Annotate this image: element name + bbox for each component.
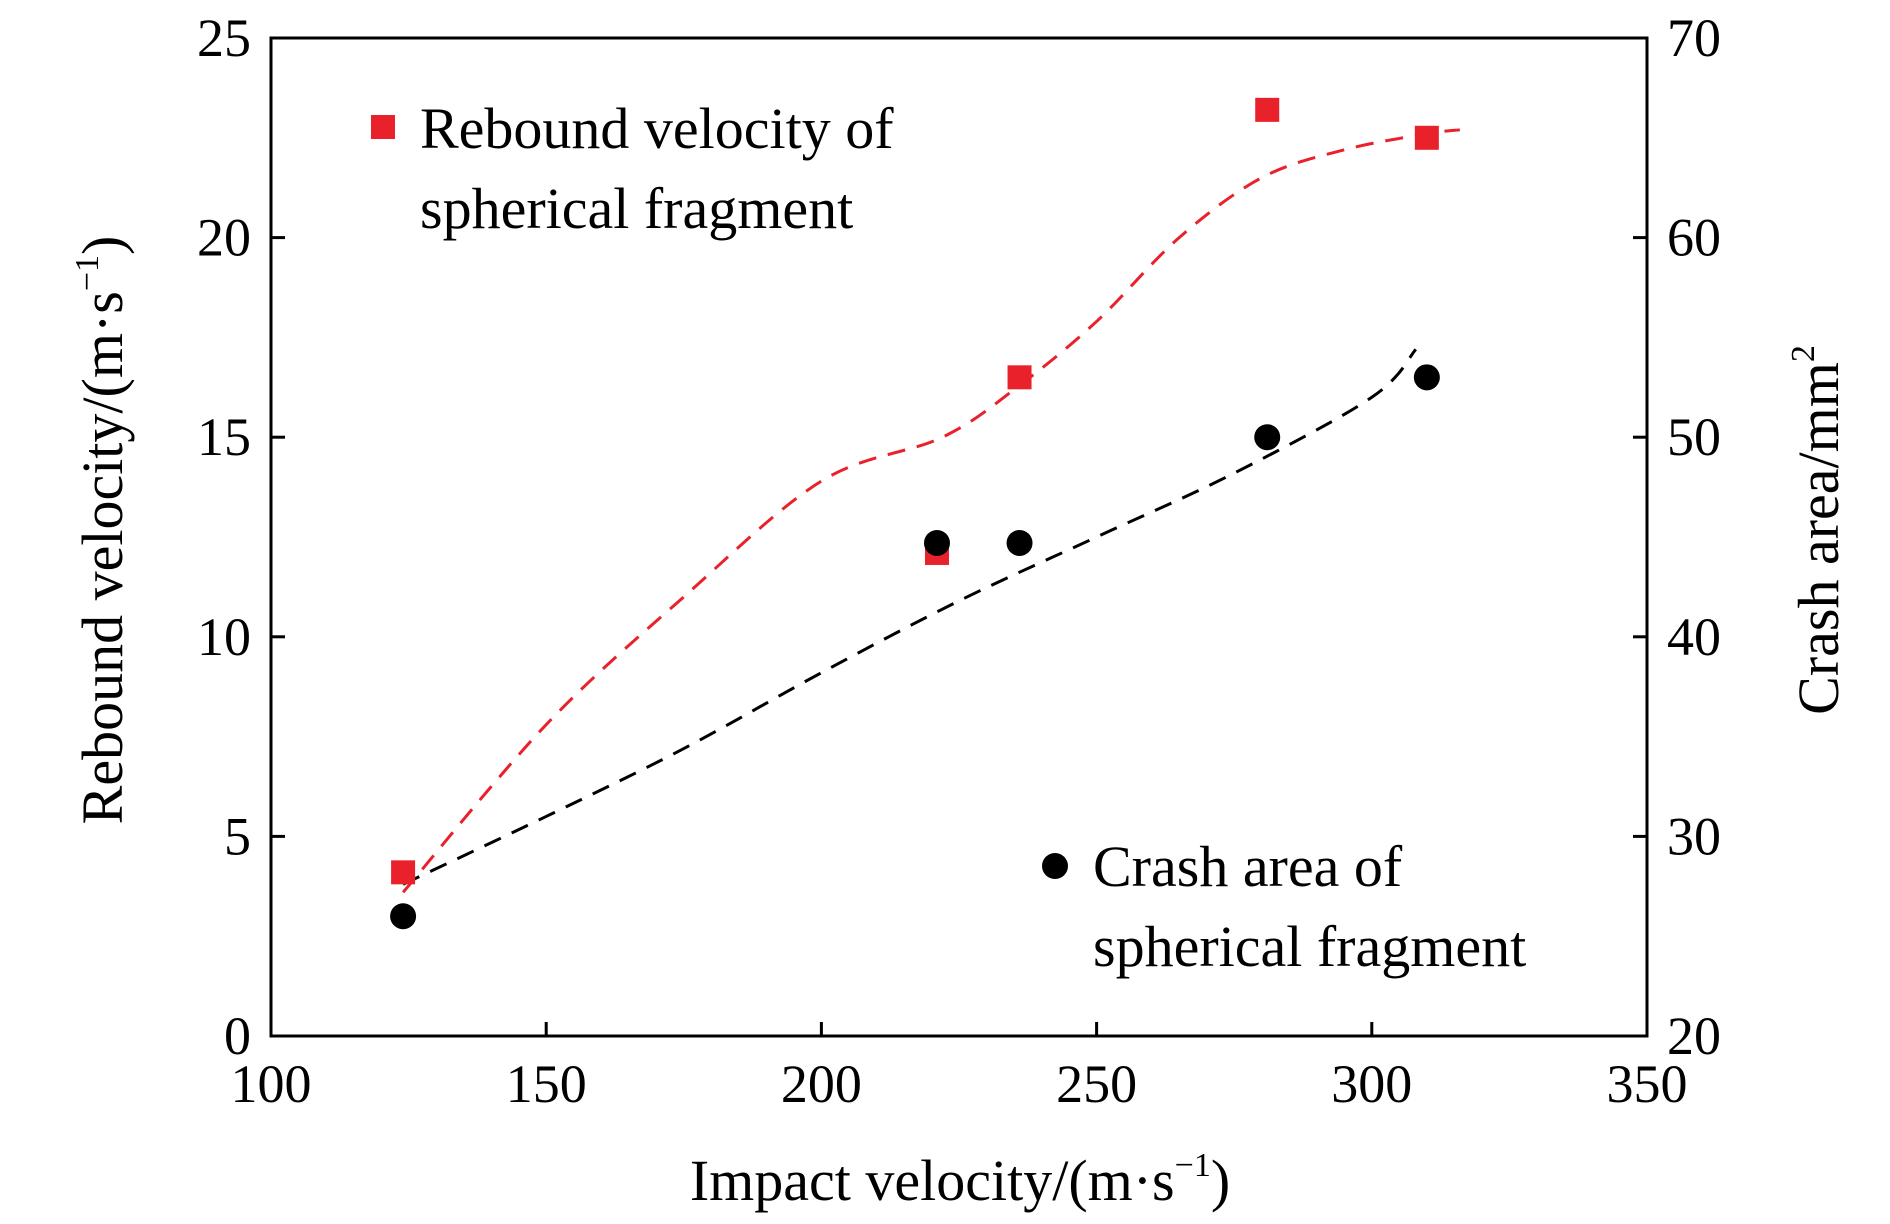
data-markers xyxy=(390,97,1440,930)
marker-rebound xyxy=(1414,125,1439,150)
x-tick-label: 300 xyxy=(1331,1054,1412,1114)
fit-lines xyxy=(401,128,1461,894)
y-tick-label: 10 xyxy=(197,607,251,667)
y2-tick-label: 70 xyxy=(1667,8,1721,68)
y-tick-label: 25 xyxy=(197,8,251,68)
y2-tick-label: 50 xyxy=(1667,407,1721,467)
x-axis-title: Impact velocity/(m·s−1) xyxy=(690,1147,1230,1213)
y2-axis-title: Crash area/mm2 xyxy=(1785,345,1851,715)
x-tick-label: 100 xyxy=(231,1054,312,1114)
x-tick-label: 200 xyxy=(781,1054,862,1114)
legend-crash: Crash area of spherical fragment xyxy=(1042,834,1526,979)
fit-line-rebound xyxy=(401,128,1461,894)
x-tick-label: 250 xyxy=(1056,1054,1137,1114)
tick-marks xyxy=(269,36,1649,1038)
marker-rebound xyxy=(1255,97,1280,122)
fit-line-crash xyxy=(402,348,1417,886)
legend-crash-marker xyxy=(1042,853,1068,879)
y2-tick-label: 20 xyxy=(1667,1006,1721,1066)
y-tick-label: 5 xyxy=(224,806,251,866)
plot-frame xyxy=(269,36,1649,1038)
y2-tick-label: 60 xyxy=(1667,208,1721,268)
y-axis-title: Rebound velocity/(m·s−1) xyxy=(69,236,135,825)
legend-rebound-marker xyxy=(371,115,395,139)
marker-rebound xyxy=(391,860,416,885)
marker-rebound xyxy=(1007,365,1032,390)
plot-area-border xyxy=(269,36,1649,1038)
legend-rebound: Rebound velocity of spherical fragment xyxy=(371,96,894,241)
marker-crash xyxy=(923,529,950,556)
marker-crash xyxy=(1254,424,1281,451)
y-tick-label: 20 xyxy=(197,208,251,268)
y-tick-label: 15 xyxy=(197,407,251,467)
marker-crash xyxy=(1006,529,1033,556)
y-tick-label: 0 xyxy=(224,1006,251,1066)
tick-labels: 100 150 200 250 300 350 0 5 10 15 20 25 20 30 40 50 60 70 xyxy=(197,8,1721,1114)
legend-rebound-line-2: spherical fragment xyxy=(420,176,853,241)
legend-crash-line-1: Crash area of xyxy=(1093,834,1403,899)
marker-crash xyxy=(1413,364,1440,391)
x-tick-label: 150 xyxy=(506,1054,587,1114)
marker-crash xyxy=(390,903,417,930)
y2-tick-label: 30 xyxy=(1667,806,1721,866)
legend-crash-line-2: spherical fragment xyxy=(1093,914,1526,979)
y2-tick-label: 40 xyxy=(1667,607,1721,667)
legend-rebound-line-1: Rebound velocity of xyxy=(420,96,894,161)
x-tick-label: 350 xyxy=(1607,1054,1688,1114)
